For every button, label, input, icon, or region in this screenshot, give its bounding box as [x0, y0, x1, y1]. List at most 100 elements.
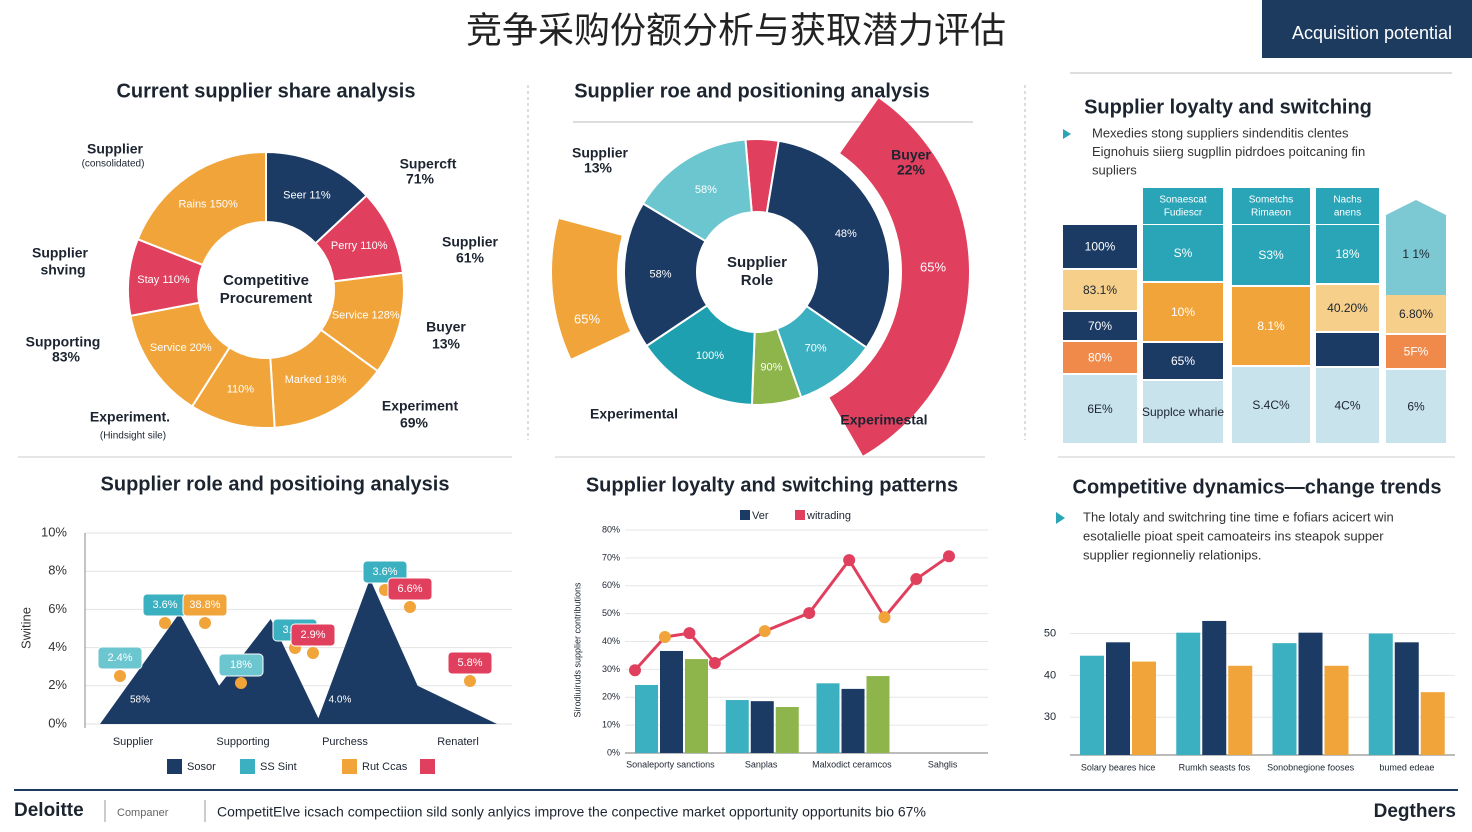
annotation: Experimental [590, 406, 678, 422]
legend-swatch [420, 759, 435, 774]
inner-label: 58% [130, 695, 150, 706]
legend-label: Sosor [187, 761, 216, 773]
line-marker [803, 607, 816, 620]
x-tick-label: bumed edeae [1379, 762, 1434, 772]
segment-label: 100% [696, 350, 724, 362]
cell [1063, 312, 1137, 340]
annotation: (Hindsight sile) [100, 431, 166, 442]
cell-text: 4C% [1334, 399, 1360, 413]
bar [1132, 661, 1156, 755]
callout-text: 38.8% [189, 599, 220, 611]
bar [1272, 643, 1297, 755]
annotation: 13% [432, 336, 461, 352]
cell-text: S.4C% [1252, 398, 1290, 412]
bullet-text: Mexedies stong suppliers sindenditis cle… [1092, 125, 1349, 140]
cell [1386, 200, 1446, 295]
footer-brand: Deloitte [14, 800, 84, 821]
segment-label: Marked 18% [285, 374, 347, 386]
cell [1063, 225, 1137, 268]
x-tick-label: Malxodict ceramcos [812, 759, 892, 769]
callout-box [290, 623, 336, 647]
cell [1316, 368, 1379, 443]
callout-dot [235, 677, 247, 689]
y-tick-label: 10% [41, 524, 67, 539]
cell-text: 40.20% [1327, 301, 1368, 315]
cell [1143, 343, 1223, 379]
cell [1316, 285, 1379, 331]
line-marker [628, 664, 641, 677]
x-tick-label: Sanplas [745, 759, 778, 769]
page-title: 竞争采购份额分析与获取潜力评估 [466, 10, 1006, 51]
footer-sub: Companer [117, 807, 169, 819]
column-header-text: Sometchs [1249, 195, 1293, 206]
y-tick-label: 0% [48, 715, 67, 730]
footer-right: Degthers [1374, 801, 1456, 822]
bar [1420, 692, 1445, 755]
bullet-text: esotalielle pioat speit camoateirs ins s… [1083, 528, 1384, 543]
cell-text: 18% [1335, 247, 1359, 261]
annotation: Experiment [382, 398, 459, 414]
column-header-text: Fudiescr [1164, 208, 1203, 219]
bar [1080, 655, 1104, 755]
bullet-icon [1063, 129, 1071, 139]
outer-segment [829, 98, 969, 456]
cell-text: Supplce wharie [1142, 405, 1224, 419]
bullet-text: Eignohuis siierg sugpllin pidrdoes poitc… [1092, 144, 1365, 159]
cell [1143, 283, 1223, 341]
bar [660, 650, 683, 753]
chart-title: Competitive dynamics—change trends [1073, 476, 1442, 498]
bar [775, 707, 799, 753]
chart-title: Supplier loyalty and switching patterns [586, 474, 958, 496]
legend-swatch [342, 759, 357, 774]
callout-dot [464, 675, 476, 687]
cell [1232, 225, 1310, 285]
cell-text: 83.1% [1083, 283, 1117, 297]
annotation: Supplier [32, 245, 89, 261]
cell-text: 100% [1085, 240, 1116, 254]
bullet-text: supliers [1092, 162, 1137, 177]
callout-dot [307, 647, 319, 659]
footer-note: CompetitElve icsach compectiion sild son… [217, 804, 926, 820]
donut-segment [623, 202, 709, 348]
bar [1106, 642, 1130, 755]
line-marker [843, 554, 856, 567]
callout-box [218, 653, 264, 677]
cell-text: 10% [1171, 305, 1195, 319]
cell-text: 65% [1171, 354, 1195, 368]
center-text: Procurement [220, 290, 313, 307]
bar [1298, 632, 1323, 755]
legend-swatch [240, 759, 255, 774]
outer-label: 65% [574, 311, 600, 326]
center-text: Role [741, 272, 774, 289]
panel-title: Supplier loyalty and switching [1084, 96, 1372, 118]
cell [1232, 287, 1310, 365]
callout-dot [199, 617, 211, 629]
bar [750, 701, 774, 753]
cell [1063, 375, 1137, 443]
donut-segment [765, 139, 891, 349]
bar [685, 659, 708, 753]
legend-label: witrading [806, 510, 851, 522]
legend-label: Ver [752, 510, 769, 522]
x-tick-label: Supplier [113, 736, 154, 748]
cell [1143, 381, 1223, 443]
center-text: Competitive [223, 272, 309, 289]
column-header [1316, 188, 1379, 224]
donut-segment [645, 303, 756, 406]
cell-text: 1 1% [1402, 247, 1430, 261]
x-tick-label: Purchess [322, 736, 368, 748]
bar [1228, 665, 1253, 755]
annotation: Supplier [572, 145, 629, 161]
y-tick-label: 10% [602, 720, 620, 730]
outer-label: 65% [920, 259, 946, 274]
x-tick-label: Supporting [216, 736, 269, 748]
annotation: Buyer [891, 147, 931, 163]
badge-text: Acquisition potential [1292, 23, 1452, 43]
line-marker [942, 550, 955, 563]
line [633, 554, 950, 672]
annotation: Supercft [400, 156, 457, 172]
cell-text: 80% [1088, 351, 1112, 365]
y-tick-label: 0% [607, 747, 620, 757]
cell-text: 6.80% [1399, 307, 1433, 321]
